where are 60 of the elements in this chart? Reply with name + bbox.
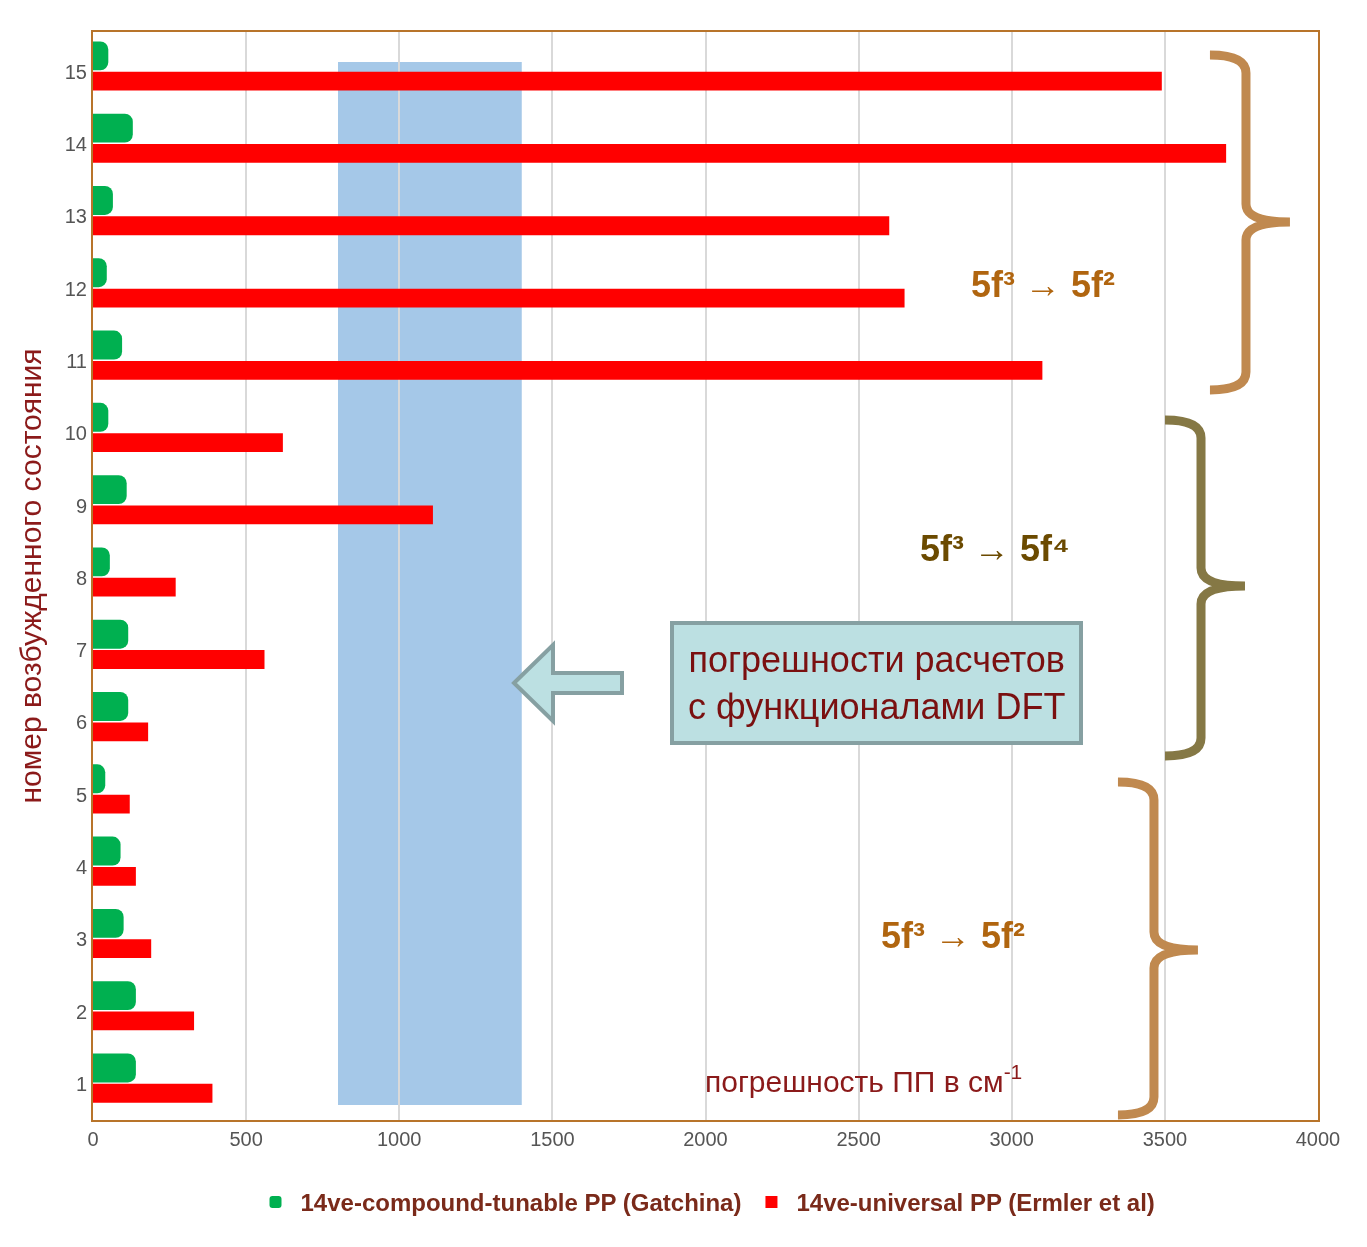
x-tick-label: 4000 [1295, 1128, 1341, 1150]
bar [93, 433, 283, 453]
bar [93, 330, 123, 360]
y-tick-label: 5 [75, 783, 87, 806]
annotation: погрешности расчетов с функционалами DFT [688, 639, 1066, 727]
bar [93, 794, 130, 814]
bar [93, 577, 176, 597]
bar [93, 185, 113, 215]
bar [93, 360, 1043, 380]
bar [93, 1053, 136, 1083]
bar [93, 866, 136, 886]
y-tick-label: 12 [64, 277, 87, 300]
bar [93, 619, 129, 649]
x-tick-label: 500 [229, 1128, 263, 1150]
y-tick-label: 9 [75, 494, 87, 517]
bar [93, 475, 127, 505]
legend-label: 14ve-universal PP (Ermler et al) [796, 1189, 1155, 1217]
x-tick-label: 1000 [377, 1128, 422, 1150]
y-tick-label: 10 [64, 422, 87, 445]
bar [93, 1011, 195, 1031]
x-tick-label: 3500 [1142, 1128, 1188, 1150]
bar [93, 1083, 213, 1103]
annotation: 5f³ → 5f² [881, 915, 1026, 956]
legend-label: 14ve-compound-tunable PP (Gatchina) [300, 1189, 742, 1217]
y-tick-label: 4 [75, 855, 87, 878]
bar [93, 547, 110, 577]
bar [93, 939, 152, 959]
y-tick-label: 13 [64, 205, 87, 228]
bar [93, 836, 121, 866]
y-tick-label: 14 [64, 133, 87, 156]
x-tick-label: 2000 [683, 1128, 728, 1150]
x-tick-label: 3000 [989, 1128, 1034, 1150]
bar [93, 650, 265, 669]
y-tick-label: 3 [75, 928, 87, 951]
y-tick-label: 6 [75, 711, 87, 734]
bar [93, 113, 133, 143]
x-tick-label: 1500 [530, 1128, 575, 1150]
bar [93, 722, 149, 742]
y-tick-label: 11 [66, 349, 87, 372]
y-tick-label: 2 [75, 1000, 87, 1023]
x-axis-title: погрешность ПП в см$^{-1}$ [705, 1060, 1023, 1098]
x-tick-label: 2500 [836, 1128, 881, 1150]
x-tick-label: 0 [87, 1128, 99, 1150]
bar [93, 144, 1227, 163]
annotation: 5f³ → 5f² [971, 264, 1116, 305]
bar [93, 402, 109, 432]
bar [93, 505, 433, 525]
y-tick-label: 7 [75, 639, 87, 662]
bar [93, 288, 905, 308]
bar [93, 216, 890, 236]
y-tick-label: 1 [75, 1072, 87, 1095]
bar [93, 981, 136, 1011]
y-tick-label: 15 [64, 60, 87, 83]
bar [93, 692, 129, 721]
bar [93, 908, 124, 938]
y-tick-label: 8 [75, 566, 87, 589]
annotation: 5f³ → 5f⁴ [920, 528, 1070, 569]
y-axis-title: номер возбужденного состояния [14, 348, 48, 804]
bar [93, 41, 109, 71]
bar [93, 71, 1162, 91]
